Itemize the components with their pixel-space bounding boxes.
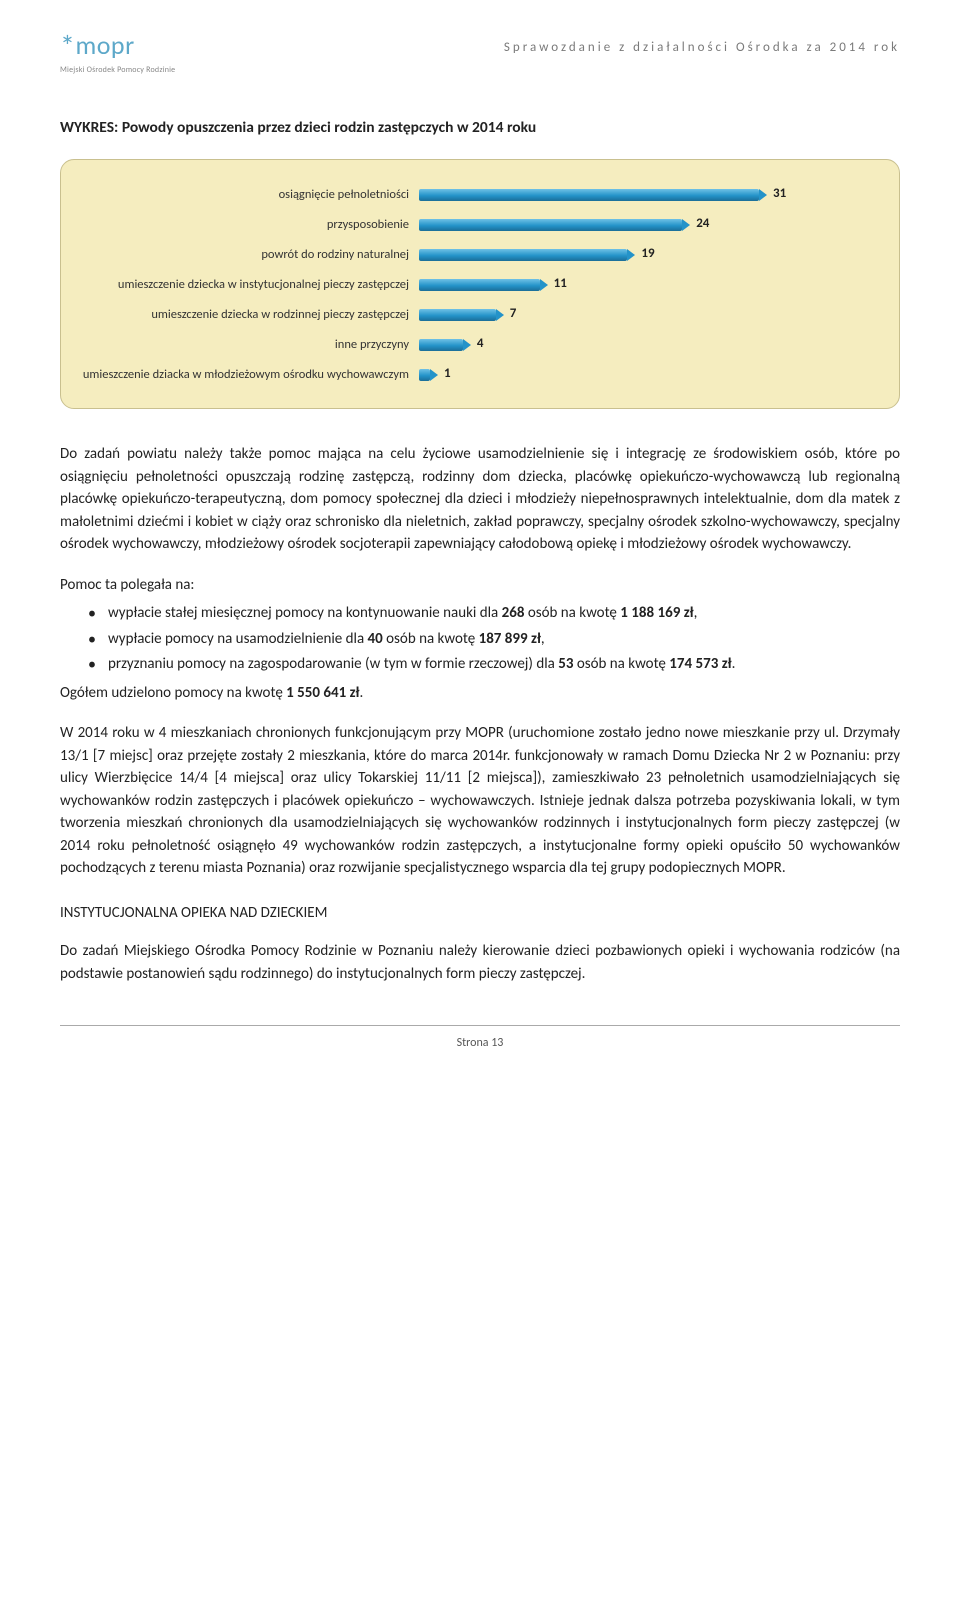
logo-block: *mopr Miejski Ośrodek Pomocy Rodzinie xyxy=(60,32,175,76)
chart-bar-area: 4 xyxy=(419,337,779,353)
chart-row: osiągnięcie pełnoletniości31 xyxy=(79,180,881,210)
bullet-count: 268 xyxy=(502,604,525,622)
chart-value: 24 xyxy=(696,214,709,234)
total-pre: Ogółem udzielono pomocy na kwotę xyxy=(60,684,286,702)
chart-row: umieszczenie dziecka w rodzinnej pieczy … xyxy=(79,300,881,330)
bullet-item: wypłacie stałej miesięcznej pomocy na ko… xyxy=(88,602,900,625)
chart-bar-area: 7 xyxy=(419,307,779,323)
bullet-intro: Pomoc ta polegała na: xyxy=(60,574,900,597)
chart-bar xyxy=(419,189,759,201)
chart-bar-area: 1 xyxy=(419,367,779,383)
chart-value: 7 xyxy=(510,304,517,324)
chart-bar-area: 19 xyxy=(419,247,779,263)
paragraph-1: Do zadań powiatu należy także pomoc mają… xyxy=(60,443,900,556)
logo: *mopr xyxy=(60,32,175,62)
bullet-count: 53 xyxy=(558,655,573,673)
chart-row-label: przysposobienie xyxy=(79,216,419,235)
chart-bar xyxy=(419,249,627,261)
bullet-count: 40 xyxy=(368,630,383,648)
total-post: . xyxy=(359,684,363,702)
chart-row: przysposobienie 24 xyxy=(79,210,881,240)
chart-row: umieszczenie dziacka w młodzieżowym ośro… xyxy=(79,360,881,390)
chart-value: 1 xyxy=(444,364,451,384)
page-header: *mopr Miejski Ośrodek Pomocy Rodzinie Sp… xyxy=(60,32,900,76)
chart-row-label: osiągnięcie pełnoletniości xyxy=(79,186,419,205)
bullet-item: przyznaniu pomocy na zagospodarowanie (w… xyxy=(88,653,900,676)
bullet-mid: osób na kwotę xyxy=(383,630,479,648)
chart-row-label: umieszczenie dziecka w rodzinnej pieczy … xyxy=(79,306,419,325)
paragraph-3: Do zadań Miejskiego Ośrodka Pomocy Rodzi… xyxy=(60,940,900,985)
bullet-post: , xyxy=(694,604,698,622)
bullet-item: wypłacie pomocy na usamodzielnienie dla … xyxy=(88,628,900,651)
chart-bar-area: 24 xyxy=(419,217,779,233)
footer-divider xyxy=(60,1025,900,1026)
bullet-amount: 174 573 zł xyxy=(669,655,731,673)
section-heading: INSTYTUCJONALNA OPIEKA NAD DZIECKIEM xyxy=(60,902,900,925)
chart-row-label: inne przyczyny xyxy=(79,336,419,355)
bullet-post: , xyxy=(541,630,545,648)
chart-row-label: umieszczenie dziacka w młodzieżowym ośro… xyxy=(79,366,419,385)
chart-row: powrót do rodziny naturalnej 19 xyxy=(79,240,881,270)
bullet-amount: 1 188 169 zł xyxy=(620,604,693,622)
bullet-list: wypłacie stałej miesięcznej pomocy na ko… xyxy=(88,602,900,676)
bullet-pre: wypłacie stałej miesięcznej pomocy na ko… xyxy=(108,604,502,622)
chart-container: osiągnięcie pełnoletniości31przysposobie… xyxy=(60,159,900,409)
chart-bar xyxy=(419,339,463,351)
chart-row-label: powrót do rodziny naturalnej xyxy=(79,246,419,265)
bullet-amount: 187 899 zł xyxy=(479,630,541,648)
chart-bar xyxy=(419,369,430,381)
paragraph-2: W 2014 roku w 4 mieszkaniach chronionych… xyxy=(60,722,900,880)
header-right-text: Sprawozdanie z działalności Ośrodka za 2… xyxy=(504,32,900,58)
bullet-pre: przyznaniu pomocy na zagospodarowanie (w… xyxy=(108,655,558,673)
page-footer: Strona 13 xyxy=(60,1034,900,1052)
chart-title: WYKRES: Powody opuszczenia przez dzieci … xyxy=(60,116,900,139)
bullet-pre: wypłacie pomocy na usamodzielnienie dla xyxy=(108,630,368,648)
chart-value: 19 xyxy=(641,244,654,264)
chart-bar xyxy=(419,279,540,291)
chart-bar-area: 11 xyxy=(419,277,779,293)
chart-value: 11 xyxy=(554,274,567,294)
chart-row: umieszczenie dziecka w instytucjonalnej … xyxy=(79,270,881,300)
logo-text: mopr xyxy=(75,29,134,61)
asterisk-icon: * xyxy=(60,28,75,65)
chart-value: 31 xyxy=(773,184,786,204)
total-amount: 1 550 641 zł xyxy=(286,684,359,702)
logo-subtitle: Miejski Ośrodek Pomocy Rodzinie xyxy=(60,64,175,76)
chart-bar xyxy=(419,219,682,231)
bullet-post: . xyxy=(732,655,736,673)
chart-bar-area: 31 xyxy=(419,187,779,203)
bullet-mid: osób na kwotę xyxy=(524,604,620,622)
total-line: Ogółem udzielono pomocy na kwotę 1 550 6… xyxy=(60,682,900,705)
chart-bar xyxy=(419,309,496,321)
chart-value: 4 xyxy=(477,334,484,354)
chart-row: inne przyczyny 4 xyxy=(79,330,881,360)
bullet-mid: osób na kwotę xyxy=(573,655,669,673)
chart-row-label: umieszczenie dziecka w instytucjonalnej … xyxy=(79,276,419,295)
